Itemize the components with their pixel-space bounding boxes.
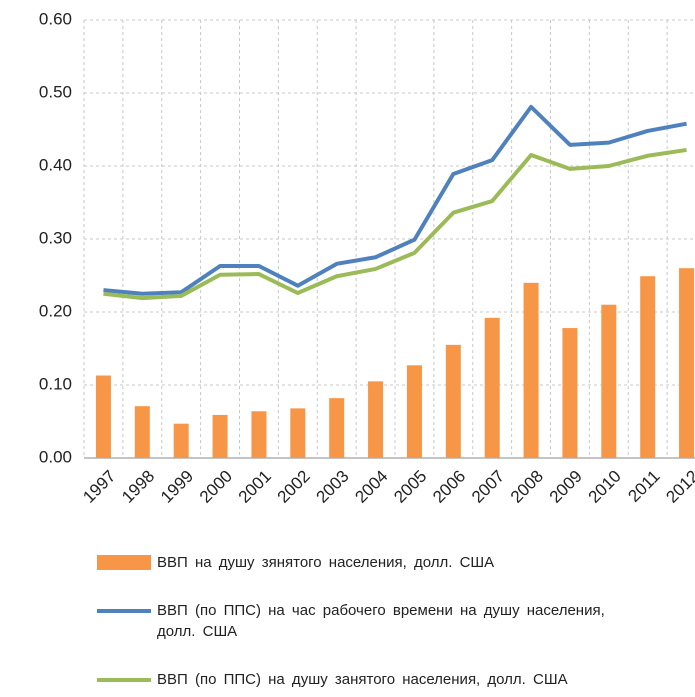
- bar: [212, 414, 228, 458]
- bar: [173, 423, 189, 458]
- bar: [406, 365, 422, 458]
- legend-swatch: [97, 609, 151, 613]
- bar: [368, 381, 384, 458]
- x-tick-label: 2004: [351, 467, 391, 507]
- bar: [329, 398, 345, 458]
- legend-item: ВВП (по ППС) на час рабочего времени на …: [97, 600, 657, 642]
- x-tick-label: 1998: [118, 467, 158, 507]
- x-tick-label: 2002: [274, 467, 314, 507]
- bar: [679, 268, 695, 458]
- legend-swatch: [97, 678, 151, 682]
- legend-item: ВВП на душу зянятого населения, долл. СШ…: [97, 552, 657, 573]
- y-tick-label: 0.10: [39, 374, 72, 393]
- bar: [290, 408, 306, 458]
- x-tick-label: 2007: [468, 467, 508, 507]
- bar: [134, 406, 150, 458]
- y-tick-label: 0.60: [39, 9, 72, 28]
- legend-swatch: [97, 555, 151, 570]
- bar: [445, 344, 461, 458]
- x-tick-label: 2012: [662, 467, 695, 507]
- y-tick-label: 0.00: [39, 447, 72, 466]
- x-tick-label: 2010: [585, 467, 625, 507]
- y-tick-label: 0.30: [39, 228, 72, 247]
- line: [103, 104, 687, 296]
- y-tick-label: 0.40: [39, 155, 72, 174]
- bar: [484, 317, 500, 458]
- x-tick-label: 2006: [429, 467, 469, 507]
- bar: [523, 282, 539, 458]
- bar: [95, 375, 111, 458]
- legend-label: ВВП (по ППС) на душу занятого населения,…: [157, 671, 568, 688]
- x-tick-label: 2000: [196, 467, 236, 507]
- y-tick-label: 0.50: [39, 82, 72, 101]
- legend-item: ВВП (по ППС) на душу занятого населения,…: [97, 669, 657, 690]
- legend-label: ВВП на душу зянятого населения, долл. СШ…: [157, 554, 495, 571]
- x-tick-label: 2005: [390, 467, 430, 507]
- x-tick-label: 1997: [79, 467, 119, 507]
- line: [103, 147, 687, 301]
- x-tick-label: 1999: [157, 467, 197, 507]
- legend-label: ВВП (по ППС) на час рабочего времени на …: [157, 602, 605, 640]
- bar: [562, 328, 578, 458]
- x-tick-label: 2003: [313, 467, 353, 507]
- bar: [251, 411, 267, 458]
- y-tick-label: 0.20: [39, 301, 72, 320]
- legend-swatch-bar: [97, 555, 151, 570]
- x-tick-label: 2011: [624, 467, 663, 506]
- bar: [640, 276, 656, 458]
- x-tick-label: 2009: [546, 467, 586, 507]
- x-tick-label: 2008: [507, 467, 547, 507]
- chart: 0.00 0.10 0.20 0.30 0.40 0.50 0.60 199719981999…: [39, 9, 695, 507]
- legend: ВВП на душу зянятого населения, долл. СШ…: [97, 552, 657, 690]
- bar: [601, 304, 617, 458]
- x-tick-label: 2001: [235, 467, 275, 507]
